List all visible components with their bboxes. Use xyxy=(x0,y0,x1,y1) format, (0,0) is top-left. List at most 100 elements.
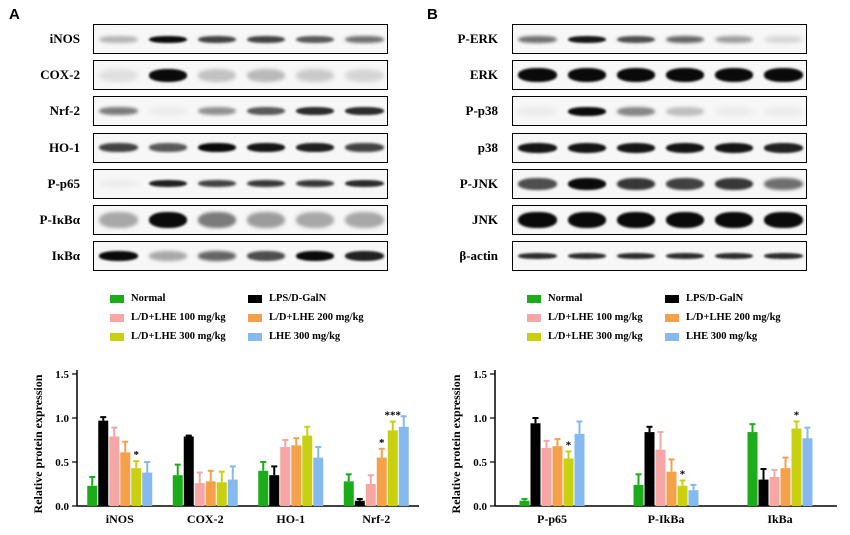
bar xyxy=(183,436,194,506)
blot-band xyxy=(715,142,754,153)
blot-band xyxy=(345,143,384,153)
legend-item: Normal xyxy=(527,293,582,304)
blot-band xyxy=(616,212,656,228)
significance-marker: * xyxy=(794,410,800,422)
blot-band xyxy=(246,35,286,43)
bar xyxy=(563,458,574,506)
bar xyxy=(120,452,131,506)
legend-swatch xyxy=(248,332,262,341)
bar xyxy=(269,475,280,506)
blot-band xyxy=(99,212,138,228)
blot-band xyxy=(518,253,557,260)
blot-band xyxy=(99,107,138,116)
blot-band xyxy=(518,35,557,43)
legend-item: L/D+LHE 100 mg/kg xyxy=(527,312,643,323)
blot-band xyxy=(567,177,606,190)
blot-image xyxy=(93,132,388,163)
legend-label: L/D+LHE 100 mg/kg xyxy=(548,312,643,323)
blot-band xyxy=(345,68,384,82)
blot-band xyxy=(665,68,705,83)
y-tick-label: 0.0 xyxy=(473,501,487,513)
legend-label: LPS/D-GalN xyxy=(269,293,327,304)
blot-image xyxy=(93,24,388,54)
legend-item: LPS/D-GalN xyxy=(665,293,743,304)
blot-band xyxy=(246,212,286,228)
y-tick-label: 0.5 xyxy=(473,457,487,469)
blot-band xyxy=(567,68,606,83)
bar xyxy=(302,435,313,506)
legend-swatch xyxy=(110,294,124,303)
panel-letter-b: B xyxy=(427,6,438,23)
bar xyxy=(688,490,699,506)
blot-band xyxy=(197,212,237,228)
blot-band xyxy=(616,35,656,43)
x-tick-label: IkBa xyxy=(767,512,792,526)
y-tick-label: 0.0 xyxy=(55,501,69,513)
legend-label: Normal xyxy=(548,293,583,304)
blot-band xyxy=(715,212,754,228)
significance-marker: *** xyxy=(385,410,402,422)
bar xyxy=(633,484,644,506)
blot-band xyxy=(296,251,335,262)
legend-item: LHE 300 mg/kg xyxy=(248,331,340,342)
legend-label: L/D+LHE 200 mg/kg xyxy=(686,312,781,323)
blot-image xyxy=(93,168,388,199)
bar xyxy=(343,481,354,506)
blot-band xyxy=(296,68,335,82)
blot-band xyxy=(296,143,335,153)
bar xyxy=(747,432,758,506)
blot-image xyxy=(512,60,807,91)
legend-item: Normal xyxy=(110,293,165,304)
bar xyxy=(541,447,552,506)
blot-band xyxy=(345,180,384,188)
blot-image xyxy=(512,132,807,163)
bar xyxy=(313,457,324,506)
legend-label: L/D+LHE 300 mg/kg xyxy=(131,331,226,342)
legend-swatch xyxy=(110,332,124,341)
blot-label: IκBα xyxy=(51,248,80,264)
blot-band xyxy=(99,180,138,188)
y-tick-label: 1.5 xyxy=(55,369,69,381)
legend-swatch xyxy=(527,294,541,303)
blot-band xyxy=(296,180,335,188)
x-tick-label: Nrf-2 xyxy=(362,512,390,526)
y-tick-label: 1.5 xyxy=(473,369,487,381)
legend-swatch xyxy=(527,332,541,341)
blot-band xyxy=(764,106,803,116)
legend-label: L/D+LHE 200 mg/kg xyxy=(269,312,364,323)
panel-letter-a: A xyxy=(9,6,20,23)
significance-marker: * xyxy=(379,437,385,449)
blot-image xyxy=(512,241,807,272)
blot-label: β-actin xyxy=(459,248,498,264)
legend-swatch xyxy=(665,294,679,303)
legend-a: Normal LPS/D-GalN L/D+LHE 100 mg/kg L/D+… xyxy=(110,293,410,353)
blot-band xyxy=(148,180,187,188)
bar-chart-a: Relative protein expression 0.0 0.5 1.0 1.5 i… xyxy=(31,369,419,526)
blot-band xyxy=(197,35,237,43)
blot-band xyxy=(518,68,557,83)
blot-band xyxy=(296,212,335,228)
bar xyxy=(769,476,780,506)
blot-band xyxy=(665,106,705,116)
bar xyxy=(87,485,98,506)
legend-label: L/D+LHE 300 mg/kg xyxy=(548,331,643,342)
y-axis-label: Relative protein expression xyxy=(31,374,45,513)
legend-swatch xyxy=(248,294,262,303)
legend-swatch xyxy=(665,332,679,341)
blot-band xyxy=(345,107,384,116)
x-tick-label: iNOS xyxy=(106,512,134,526)
legend-label: Normal xyxy=(131,293,166,304)
blot-band xyxy=(197,68,237,82)
x-tick-label: P-IkBa xyxy=(648,512,685,526)
blot-band xyxy=(715,68,754,83)
bar xyxy=(216,482,227,506)
blot-label: P-p65 xyxy=(47,175,81,191)
blot-band xyxy=(715,106,754,116)
bar xyxy=(172,475,183,506)
legend-item: L/D+LHE 200 mg/kg xyxy=(248,312,364,323)
legend-swatch xyxy=(110,313,124,322)
blot-band xyxy=(567,142,606,153)
blot-band xyxy=(99,68,138,82)
blot-band xyxy=(345,251,384,262)
legend-label: L/D+LHE 100 mg/kg xyxy=(131,312,226,323)
